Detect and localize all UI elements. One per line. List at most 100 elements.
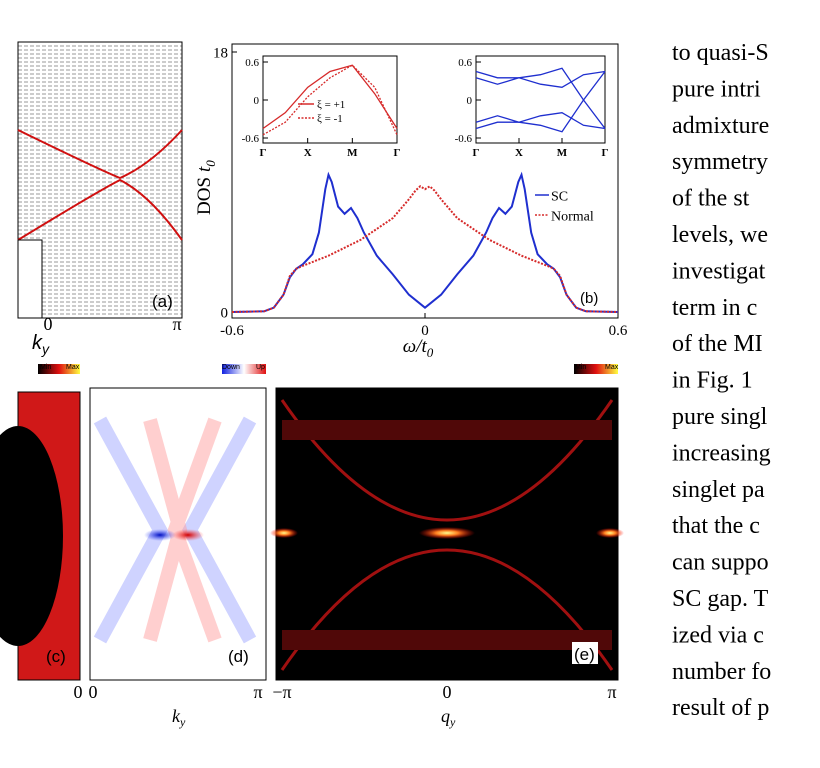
text-line: SC gap. T	[672, 586, 769, 612]
x-axis-label: ω/t0	[403, 336, 434, 360]
x-tick-label: -0.6	[220, 323, 244, 339]
text-line: increasing	[672, 440, 771, 466]
x-tick-label: Γ	[602, 147, 609, 159]
data-line	[475, 112, 606, 130]
data-line	[475, 71, 606, 133]
tick-label: π	[253, 682, 262, 702]
text-line: term in c	[672, 295, 757, 321]
text-line: can suppo	[672, 550, 769, 576]
heatmap-feature	[280, 399, 614, 671]
x-tick-label: 0	[421, 323, 429, 339]
panel-c: Min Max (c) 0	[0, 364, 83, 702]
x-tick-label: M	[557, 147, 568, 159]
tick-label: 0	[89, 682, 98, 702]
colorbar-label: Max	[66, 364, 80, 371]
panel-label: (c)	[46, 647, 66, 666]
legend-label: Normal	[551, 209, 594, 224]
colorbar-label: Min	[575, 364, 586, 371]
text-line: singlet pa	[672, 477, 765, 503]
panel-a: (a) 0 π ky	[17, 41, 183, 357]
y-tick-label: 0	[221, 305, 229, 321]
y-tick-label: 0.6	[245, 57, 259, 69]
y-tick-label: 0	[467, 95, 473, 107]
y-tick-label: 0	[254, 95, 260, 107]
x-axis-label-main: ω/t	[403, 336, 428, 357]
heatmap-feature	[282, 420, 612, 650]
x-axis-label-sub: 0	[427, 345, 434, 360]
plot-frame	[475, 55, 606, 144]
edge-state	[17, 129, 183, 241]
legend-label: ξ = -1	[317, 113, 343, 125]
text-line: investigat	[672, 258, 766, 284]
x-tick-label: X	[304, 147, 312, 159]
tick-label: 0	[74, 682, 83, 702]
text-line: of the MI	[672, 331, 763, 357]
y-tick-label: 18	[213, 45, 228, 61]
colorbar-label: Down	[222, 364, 240, 371]
text-line: levels, we	[672, 222, 768, 248]
text-line: in Fig. 1	[672, 368, 753, 394]
tick-label: 0	[443, 682, 452, 702]
panel-label: (a)	[152, 292, 173, 311]
data-line	[262, 64, 398, 136]
tick-label: π	[172, 314, 181, 334]
text-line: to quasi-S	[672, 40, 769, 66]
data-line	[262, 64, 398, 130]
heatmap-feature	[172, 529, 204, 541]
colorbar-label: Min	[40, 364, 51, 371]
label-box	[572, 642, 598, 664]
heatmap-feature	[270, 528, 298, 538]
text-line: pure singl	[672, 404, 768, 430]
data-line	[231, 171, 619, 313]
heatmap-feature	[0, 426, 63, 646]
axis-label: ky	[32, 332, 50, 357]
axis-label: ky	[172, 706, 186, 729]
y-axis-label-sub: 0	[203, 160, 218, 167]
inset	[17, 239, 43, 319]
y-tick-label: -0.6	[455, 133, 473, 145]
x-tick-label: X	[515, 147, 523, 159]
panel-label: (b)	[580, 290, 598, 307]
data-line	[475, 70, 606, 88]
colorbar-label: Up	[256, 364, 265, 371]
colorbar	[574, 364, 618, 374]
data-line	[231, 185, 619, 313]
legend-label: SC	[551, 189, 568, 204]
heatmap-feature	[596, 528, 624, 538]
panel-b: 018-0.6 0 0.6SCNormal(b)ω/t0DOSt00.60-0.6Γ…	[194, 43, 628, 360]
x-tick-label: M	[347, 147, 358, 159]
y-axis-label-main: DOS	[194, 177, 215, 215]
heatmap-feature	[419, 527, 475, 539]
text-line: ized via c	[672, 622, 764, 648]
text-line: that the c	[672, 513, 760, 539]
panel-label: (e)	[574, 645, 595, 664]
colorbar	[222, 364, 266, 374]
y-axis-label-var: t	[194, 166, 215, 172]
y-tick-label: -0.6	[242, 133, 260, 145]
tick-label: 0	[44, 314, 53, 334]
text-line: of the st	[672, 186, 750, 212]
x-tick-label: Γ	[473, 147, 480, 159]
colorbar	[38, 364, 80, 374]
text-line: number fo	[672, 659, 771, 685]
axis-label: qy	[441, 706, 456, 729]
legend-label: ξ = +1	[317, 99, 345, 111]
panel-d: Down Up (d) 0 π ky	[89, 364, 267, 729]
text-line: result of p	[672, 695, 769, 721]
band-plot	[17, 41, 183, 319]
plot-frame	[262, 55, 398, 144]
text-line: admixture	[672, 113, 769, 139]
heatmap-feature	[144, 529, 176, 541]
text-line: symmetry	[672, 149, 768, 175]
x-tick-label: 0.6	[609, 323, 628, 339]
tick-label: −π	[272, 682, 291, 702]
panel-e: Min Max (e) −π 0 π qy	[270, 364, 624, 729]
text-line: pure intri	[672, 76, 761, 102]
y-tick-label: 0.6	[458, 57, 472, 69]
y-axis-label: DOS t0	[194, 160, 218, 215]
colorbar-label: Max	[605, 364, 619, 371]
x-tick-label: Γ	[394, 147, 401, 159]
tick-label: π	[607, 682, 616, 702]
text-column: to quasi-S pure intri admixture symmetry of …	[672, 40, 771, 721]
